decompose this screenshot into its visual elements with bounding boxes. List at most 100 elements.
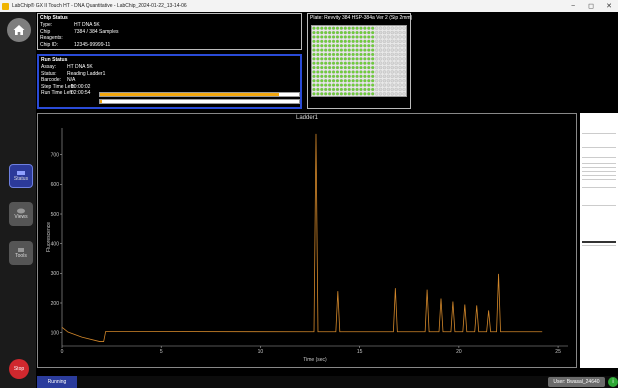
electropherogram-panel: Ladder1 100 200 300 400 500 600 700 0 5 10 15 20 25 T… [37, 113, 577, 368]
plate-well [347, 83, 351, 87]
plate-well [394, 83, 398, 87]
maximize-button[interactable]: ◻ [588, 3, 594, 10]
views-button[interactable]: Views [9, 202, 33, 226]
plate-well [359, 87, 363, 92]
chip-type-row: Type: HT DNA 5K [38, 22, 301, 29]
plate-well [390, 92, 394, 96]
minimize-button[interactable]: − [570, 2, 576, 10]
plate-well [320, 52, 324, 57]
plate-well [351, 57, 355, 61]
plate-well [324, 92, 328, 96]
plate-well [339, 87, 343, 92]
plate-well [343, 52, 347, 57]
plate-well [394, 26, 398, 30]
plate-well [343, 92, 347, 96]
user-button[interactable]: User: Bwasal_24640 [548, 377, 605, 387]
plate-well [324, 83, 328, 87]
stop-button[interactable]: Stop [9, 359, 29, 379]
plate-well [335, 26, 340, 30]
plate-well [382, 83, 387, 87]
plate-well [335, 92, 340, 96]
plate-well [398, 79, 402, 83]
plate-well [347, 65, 351, 70]
x-tick-label: 20 [456, 349, 462, 355]
stop-label: Stop [13, 366, 25, 372]
side-divider [582, 187, 616, 188]
plate-well [382, 52, 387, 57]
plate-well [390, 65, 394, 70]
sidebar: Status Views Tools Stop [0, 12, 36, 388]
plate-well [355, 52, 359, 57]
plate-well [351, 83, 355, 87]
chip-status-panel: Chip Status Type: HT DNA 5K Chip Reagent… [37, 13, 302, 50]
plate-well [359, 35, 363, 39]
plate-well [398, 83, 402, 87]
plate-well [339, 30, 343, 35]
views-label: Views [14, 214, 28, 220]
info-icon[interactable]: i [608, 377, 618, 387]
status-key: Status: [41, 70, 57, 77]
plate-well [394, 87, 398, 92]
plate-well [363, 57, 367, 61]
plate-well [367, 44, 371, 48]
plate-well [394, 79, 398, 83]
status-icon [17, 171, 25, 175]
plate-well [324, 74, 328, 78]
chip-id-value: 12345-99999-11 [74, 41, 111, 48]
side-divider [582, 157, 616, 158]
plate-well [351, 44, 355, 48]
plate-well [324, 87, 328, 92]
tools-button[interactable]: Tools [9, 241, 33, 265]
plate-well [359, 74, 363, 78]
plate-well [363, 92, 367, 96]
run-progress-fill [100, 100, 102, 103]
plate-well [390, 30, 394, 35]
plate-well [324, 26, 328, 30]
assay-value: HT DNA 5K [67, 64, 93, 70]
step-progress-fill [100, 93, 280, 96]
step-time-value: 00:00:02 [71, 83, 91, 90]
plate-well [363, 61, 367, 65]
plate-well [351, 52, 355, 57]
plate-well [316, 92, 320, 96]
plate-well [355, 30, 359, 35]
plate-well [324, 61, 328, 65]
plate-well [390, 87, 394, 92]
home-button[interactable] [7, 18, 31, 42]
plate-well [375, 65, 379, 70]
plate-well [355, 79, 359, 83]
plate-well [324, 44, 328, 48]
plate-well [367, 74, 371, 78]
plate-map[interactable] [311, 25, 407, 97]
plate-well [328, 26, 332, 30]
plate-well [316, 48, 320, 52]
plate-well [335, 74, 340, 78]
plate-well [359, 61, 363, 65]
plate-well [320, 92, 324, 96]
plate-well [331, 48, 336, 52]
plate-well [316, 26, 320, 30]
plate-well [359, 44, 363, 48]
tools-label: Tools [15, 253, 27, 259]
close-button[interactable]: ✕ [606, 3, 612, 10]
plate-well [363, 48, 367, 52]
plate-well [351, 70, 355, 74]
plate-well [331, 39, 336, 43]
plate-well [375, 39, 379, 43]
plate-well [343, 79, 347, 83]
plate-well [386, 52, 390, 57]
plate-well [312, 52, 316, 57]
plate-well [328, 52, 332, 57]
plate-well [398, 57, 402, 61]
plate-well [320, 79, 324, 83]
plate-well [343, 30, 347, 35]
plate-well [386, 30, 390, 35]
plate-well [339, 44, 343, 48]
status-button[interactable]: Status [9, 164, 33, 188]
chip-type-key: Type: [40, 22, 53, 28]
plate-well [312, 30, 316, 35]
plate-well [347, 39, 351, 43]
plate-well [367, 35, 371, 39]
plate-well [363, 83, 367, 87]
plate-well [382, 70, 387, 74]
